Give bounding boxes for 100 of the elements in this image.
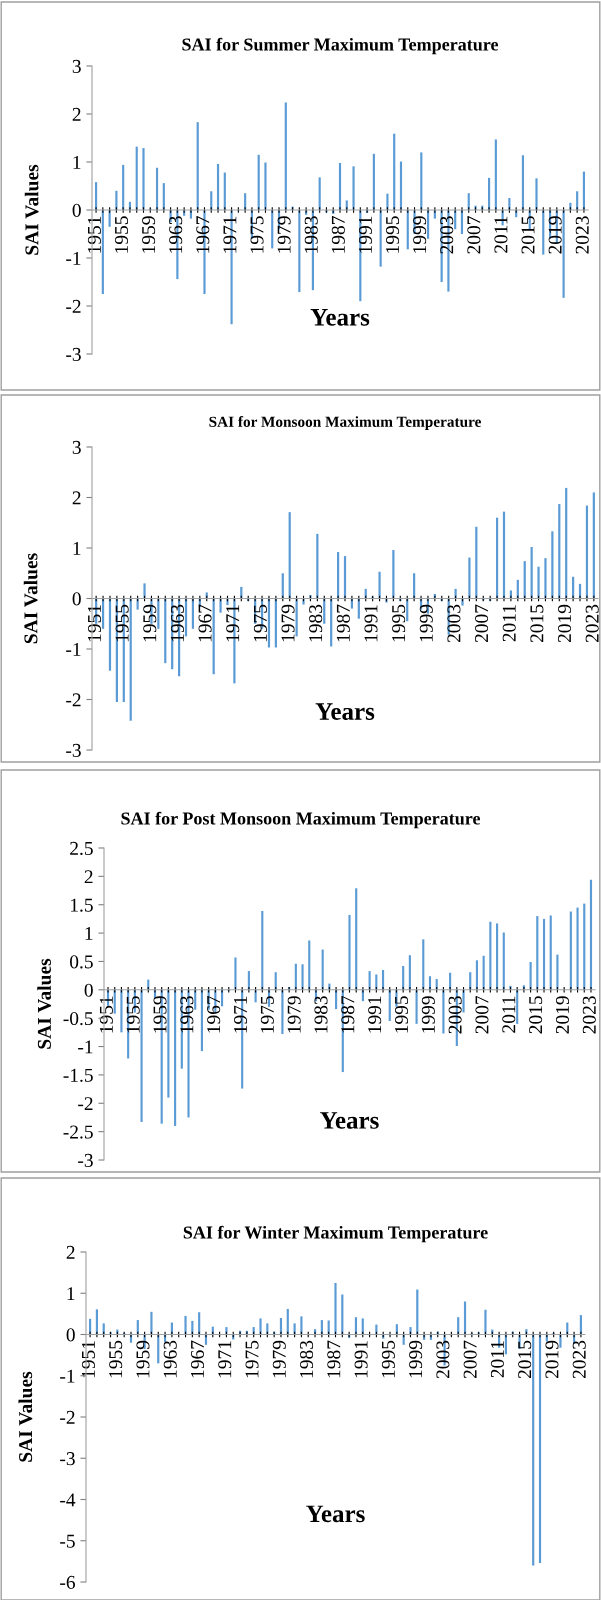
x-tick-label: 1983 (299, 1340, 314, 1378)
x-tick-label: 1971 (233, 996, 248, 1033)
x-tick-label: 2019 (557, 604, 572, 643)
x-tick-label: 1979 (277, 216, 291, 253)
y-tick-label: -1 (66, 251, 81, 265)
y-tick-label: -1.5 (63, 1068, 93, 1082)
y-tick-label: -6 (60, 1575, 75, 1589)
chart-title: SAI for Winter Maximum Temperature (183, 1225, 488, 1243)
x-tick-label: 1991 (368, 996, 382, 1033)
x-tick-label: 2003 (447, 604, 461, 643)
y-tick-label: 1.5 (70, 898, 93, 912)
y-tick-label: -1 (78, 1040, 93, 1054)
y-tick-label: -5 (60, 1534, 75, 1548)
y-tick-label: -2.5 (63, 1125, 93, 1139)
x-tick-label: 1999 (413, 216, 427, 253)
y-tick-label: -2 (60, 1410, 75, 1424)
x-tick-label: 1999 (421, 996, 435, 1033)
x-tick-label: 1971 (218, 1341, 232, 1378)
x-tick-label: 1979 (281, 604, 295, 642)
y-tick-label: -1 (60, 1369, 75, 1383)
x-tick-label: 1959 (136, 1340, 150, 1378)
y-axis-title: SAI Values (24, 164, 39, 255)
x-tick-label: 2019 (548, 216, 562, 254)
x-tick-label: 1959 (142, 216, 156, 253)
y-tick-label: -3 (78, 1153, 93, 1167)
x-tick-label: 1995 (392, 604, 406, 642)
x-tick-label: 2023 (572, 1340, 586, 1379)
x-tick-label: 1991 (364, 605, 378, 642)
x-tick-label: 1951 (87, 216, 101, 253)
x-tick-label: 1991 (354, 1341, 368, 1378)
x-tick-label: 1975 (253, 604, 267, 642)
x-tick-label: 1955 (115, 604, 129, 642)
x-tick-label: 1963 (163, 1340, 177, 1378)
x-tick-label: 1971 (223, 216, 237, 253)
x-tick-label: 1987 (327, 1340, 341, 1378)
x-tick-label: 1979 (287, 996, 301, 1033)
y-axis-title: SAI Values (18, 1371, 33, 1462)
x-tick-label: 2011 (502, 996, 516, 1033)
y-tick-label: 2 (84, 870, 93, 884)
x-tick-label: 1983 (304, 216, 318, 253)
x-tick-label: 1951 (87, 605, 102, 642)
x-tick-label: 1983 (309, 604, 323, 642)
x-tick-label: 2011 (502, 605, 516, 642)
x-tick-label: 1975 (245, 1340, 259, 1378)
y-tick-label: 1 (67, 1287, 75, 1300)
y-tick-label: -2 (66, 693, 81, 707)
x-tick-label: 2003 (448, 996, 462, 1034)
y-tick-label: -0.5 (63, 1012, 93, 1026)
y-tick-label: 2 (72, 491, 81, 505)
x-tick-label: 1967 (207, 995, 221, 1033)
x-tick-label: 2015 (518, 1340, 532, 1379)
y-tick-label: -2 (66, 299, 81, 313)
x-tick-label: 2007 (475, 604, 489, 643)
x-tick-label: 1951 (99, 996, 113, 1033)
y-tick-label: 2 (66, 1245, 75, 1259)
x-tick-label: 1951 (81, 1341, 95, 1378)
x-tick-label: 1995 (386, 216, 400, 253)
x-tick-label: 2011 (490, 1341, 504, 1378)
x-tick-label: 1983 (314, 996, 328, 1033)
x-tick-label: 2003 (440, 216, 454, 254)
x-tick-label: 1971 (226, 605, 240, 642)
y-tick-label: 3 (72, 59, 81, 73)
y-tick-label: -3 (60, 1452, 75, 1466)
y-tick-label: -4 (60, 1493, 76, 1507)
chart-title: SAI for Summer Maximum Temperature (182, 37, 499, 55)
x-tick-label: 1987 (336, 604, 350, 642)
x-tick-label: 1979 (272, 1340, 286, 1378)
y-tick-label: 2 (72, 107, 81, 121)
x-tick-label: 1987 (331, 216, 345, 253)
x-tick-label: 1967 (190, 1340, 205, 1378)
x-axis-title: Years (320, 1112, 379, 1129)
x-tick-label: 2007 (467, 216, 481, 254)
x-tick-label: 1955 (109, 1340, 123, 1378)
y-axis-title: SAI Values (37, 958, 52, 1049)
x-tick-label: 2015 (521, 216, 535, 254)
y-tick-label: 0 (72, 203, 81, 217)
x-tick-label: 2019 (545, 1340, 559, 1379)
y-axis-title: SAI Values (23, 553, 38, 644)
y-tick-label: 0 (72, 592, 81, 606)
x-tick-label: 1999 (419, 604, 433, 642)
x-tick-label: 1967 (198, 604, 212, 642)
x-tick-label: 1955 (126, 996, 140, 1033)
y-tick-label: 1 (73, 541, 81, 555)
x-tick-label: 1975 (260, 996, 274, 1033)
y-tick-label: 1 (73, 155, 81, 169)
x-tick-label: 1999 (409, 1340, 423, 1378)
x-tick-label: 1963 (169, 216, 183, 253)
x-axis-title: Years (315, 703, 375, 720)
x-tick-label: 1987 (341, 995, 355, 1033)
x-tick-label: 2023 (585, 604, 599, 643)
y-tick-label: 0 (66, 1328, 75, 1342)
x-tick-label: 2011 (494, 216, 508, 253)
y-tick-label: 2.5 (70, 841, 93, 856)
x-tick-label: 1995 (394, 996, 409, 1033)
x-tick-label: 1955 (114, 216, 129, 253)
x-tick-label: 1963 (180, 996, 194, 1033)
x-tick-label: 2023 (575, 216, 589, 254)
x-tick-label: 2015 (529, 996, 543, 1034)
y-tick-label: 0.5 (70, 955, 93, 969)
x-tick-label: 2015 (530, 604, 544, 643)
